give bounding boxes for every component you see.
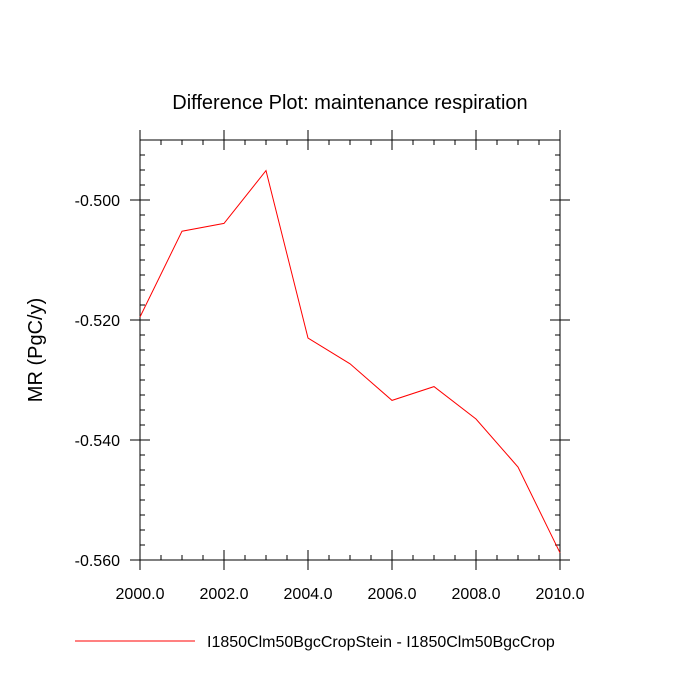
x-tick-label: 2002.0 [200, 586, 249, 603]
x-tick-label: 2004.0 [284, 586, 333, 603]
legend: I1850Clm50BgcCropStein - I1850Clm50BgcCr… [75, 634, 555, 651]
x-tick-label: 2008.0 [452, 586, 501, 603]
y-axis-label: MR (PgC/y) [25, 298, 47, 402]
y-tick-label: -0.520 [75, 313, 120, 330]
x-tick-label: 2010.0 [536, 586, 585, 603]
plot-frame [139, 139, 561, 561]
series-line-0 [139, 169, 561, 554]
x-tick-label: 2000.0 [116, 586, 165, 603]
y-tick-label: -0.540 [75, 433, 120, 450]
x-axis-tick-labels: 2000.0 2002.0 2004.0 2006.0 2008.0 2010.0 [116, 586, 585, 603]
legend-label: I1850Clm50BgcCropStein - I1850Clm50BgcCr… [207, 634, 555, 651]
y-axis-ticks [130, 139, 570, 561]
chart-title: Difference Plot: maintenance respiration [172, 92, 527, 114]
x-axis-ticks [139, 130, 561, 570]
y-axis-tick-labels: -0.500 -0.520 -0.540 -0.560 [75, 193, 120, 570]
x-tick-label: 2006.0 [368, 586, 417, 603]
series-layer [139, 169, 561, 554]
y-tick-label: -0.500 [75, 193, 120, 210]
y-tick-label: -0.560 [75, 553, 120, 570]
